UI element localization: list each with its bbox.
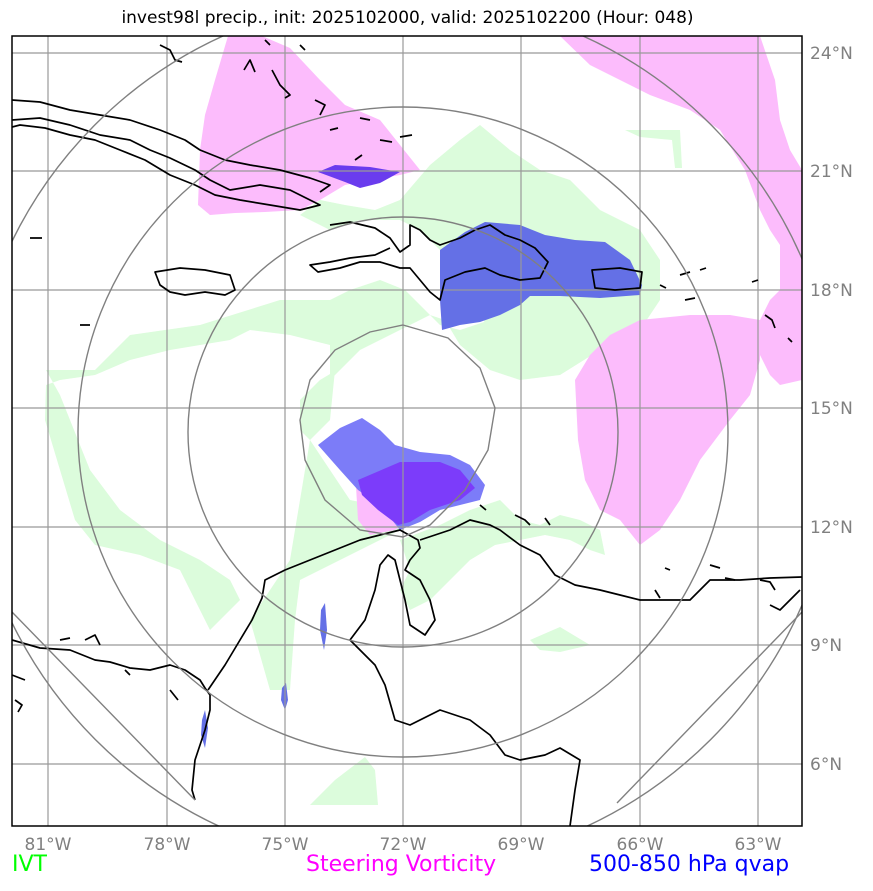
legend-ivt: IVT (12, 852, 47, 877)
latitude-labels: 24°N 21°N 18°N 15°N 12°N 9°N 6°N (810, 44, 853, 775)
coastline-mainland (12, 519, 802, 826)
coastline-bahamas (159, 39, 413, 161)
ivt-region-east-small (625, 130, 682, 168)
lon-label: 81°W (25, 835, 72, 855)
lon-label: 78°W (144, 835, 191, 855)
lon-label: 75°W (262, 835, 309, 855)
lon-label: 72°W (380, 835, 427, 855)
legend-steering-vorticity: Steering Vorticity (306, 852, 497, 877)
coastlines (12, 39, 802, 826)
map-frame (11, 35, 803, 827)
coastline-islands-small (30, 237, 90, 326)
range-line-se (616, 611, 802, 804)
range-ring-1 (299, 324, 496, 538)
coastline-puerto-rico (591, 267, 643, 291)
ivt-region-se2 (530, 627, 590, 652)
lat-label: 15°N (810, 399, 853, 419)
lat-label: 6°N (810, 755, 842, 775)
range-ring-2 (187, 216, 619, 648)
coastline-cuba (12, 117, 321, 211)
vorticity-region-northeast (560, 36, 802, 385)
coastline-jamaica (154, 267, 236, 296)
lat-label: 24°N (810, 44, 853, 64)
lon-label: 66°W (617, 835, 664, 855)
vorticity-region-north (198, 36, 420, 215)
vorticity-region-east (575, 315, 760, 545)
qvap-streak-1 (320, 603, 327, 650)
ivt-region-south (310, 757, 378, 805)
range-ring-3 (77, 106, 729, 758)
lat-label: 9°N (810, 636, 842, 656)
longitude-labels: 81°W 78°W 75°W 72°W 69°W 66°W 63°W (25, 835, 782, 855)
ivt-region-west (45, 300, 420, 690)
coastline-lesser-antilles (659, 267, 793, 343)
range-rings (12, 36, 802, 826)
map-title: invest98l precip., init: 2025102000, val… (121, 8, 694, 28)
lat-label: 12°N (810, 518, 853, 538)
lon-label: 63°W (735, 835, 782, 855)
legend-qvap: 500-850 hPa qvap (589, 852, 790, 877)
gridlines (12, 36, 802, 826)
ivt-region-southeast (400, 500, 605, 610)
coastline-cuba-top (12, 99, 331, 193)
coastline-abc-islands (479, 504, 776, 599)
coastline-panama (59, 634, 101, 646)
qvap-region-center-core (358, 462, 475, 525)
lat-label: 18°N (810, 281, 853, 301)
lon-label: 69°W (498, 835, 545, 855)
lat-label: 21°N (810, 162, 853, 182)
range-line-sw (12, 611, 196, 801)
coastline-hispaniola (309, 221, 549, 301)
